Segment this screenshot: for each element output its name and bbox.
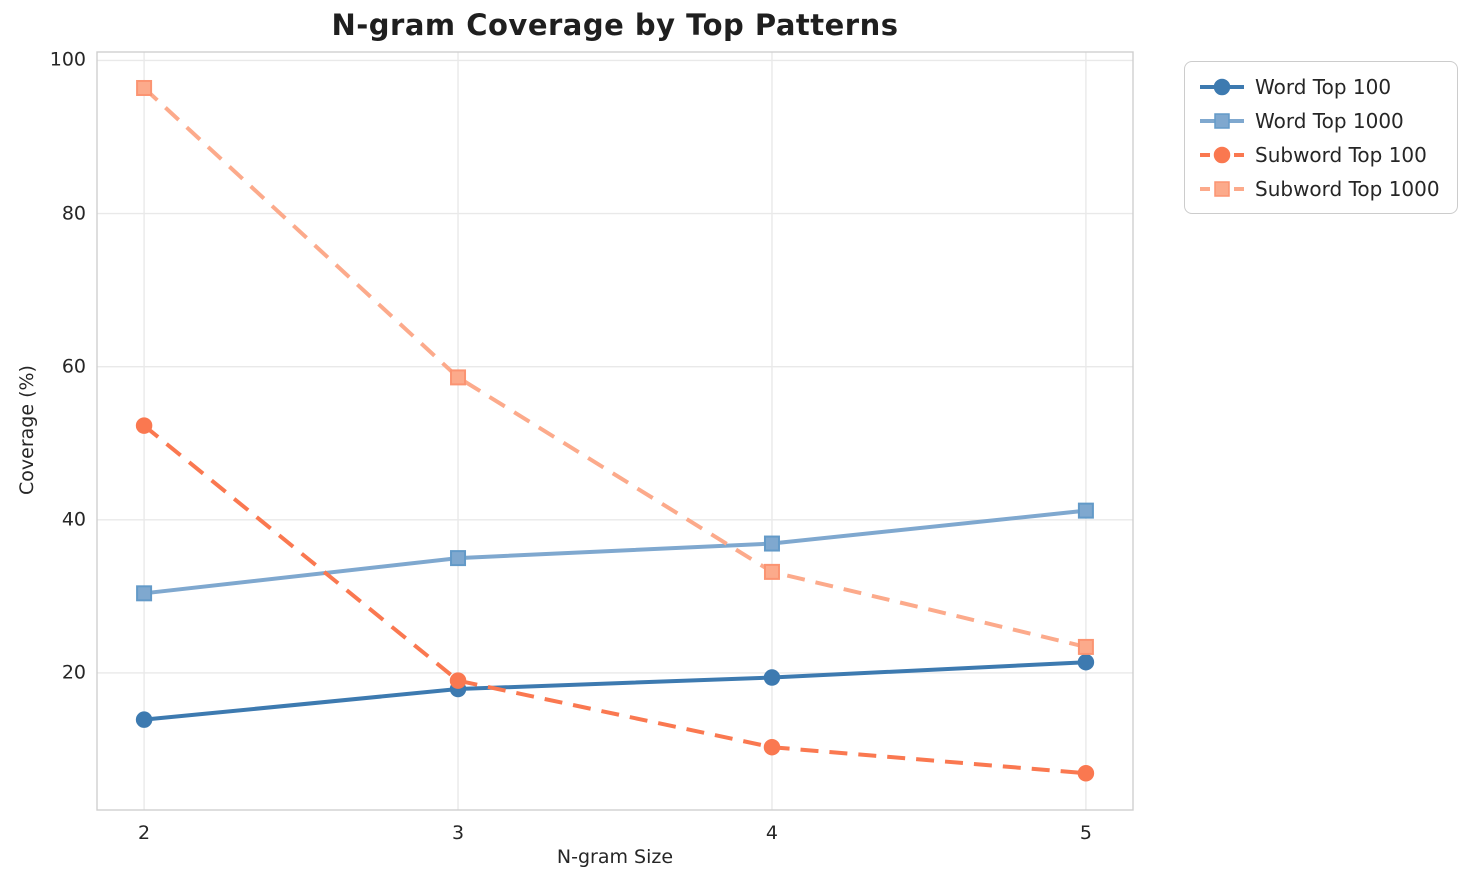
legend-label: Word Top 100 bbox=[1255, 74, 1392, 99]
series-line-3 bbox=[142, 86, 1087, 649]
y-axis-label: Coverage (%) bbox=[16, 365, 38, 495]
data-point-marker bbox=[449, 672, 467, 689]
legend: Word Top 100 Word Top 1000 Subword Top 100… bbox=[1184, 61, 1458, 214]
data-point-marker bbox=[1077, 653, 1095, 671]
axes-frame bbox=[96, 51, 1134, 811]
x-tick-label: 2 bbox=[138, 822, 151, 844]
data-point-marker bbox=[450, 369, 467, 386]
legend-item-3: Subword Top 1000 bbox=[1199, 175, 1443, 202]
series-line-2 bbox=[142, 424, 1087, 776]
data-point-marker bbox=[135, 417, 153, 434]
y-tick-label: 100 bbox=[49, 48, 86, 71]
chart-title: N-gram Coverage by Top Patterns bbox=[331, 8, 899, 42]
y-tick-label: 40 bbox=[61, 508, 86, 531]
data-point-marker bbox=[135, 711, 153, 728]
plot-background bbox=[97, 52, 1133, 810]
data-point-marker bbox=[136, 79, 153, 96]
y-tick-label: 20 bbox=[61, 661, 86, 684]
data-point-marker bbox=[763, 669, 781, 686]
y-tick-label: 80 bbox=[61, 202, 86, 225]
data-point-marker bbox=[1077, 638, 1094, 655]
x-tick-label: 4 bbox=[765, 822, 779, 844]
series-line-0 bbox=[143, 660, 1087, 722]
legend-marker-circle-icon bbox=[1200, 146, 1244, 163]
data-point-marker bbox=[136, 585, 153, 602]
data-point-marker bbox=[1077, 764, 1095, 782]
x-tick-label: 3 bbox=[451, 822, 465, 844]
data-point-marker bbox=[763, 535, 780, 552]
data-point-marker bbox=[1077, 502, 1094, 519]
y-tick-label: 60 bbox=[61, 355, 86, 378]
legend-item-2: Subword Top 100 bbox=[1199, 141, 1443, 168]
series-line-1 bbox=[143, 508, 1087, 596]
legend-label: Word Top 1000 bbox=[1255, 108, 1404, 133]
legend-item-0: Word Top 100 bbox=[1199, 73, 1443, 100]
legend-marker-square-icon bbox=[1200, 112, 1244, 129]
data-point-marker bbox=[763, 563, 780, 580]
data-point-marker bbox=[763, 738, 781, 756]
x-tick-label: 5 bbox=[1079, 822, 1092, 844]
legend-label: Subword Top 100 bbox=[1255, 142, 1427, 167]
legend-marker-circle-icon bbox=[1200, 78, 1244, 95]
legend-item-1: Word Top 1000 bbox=[1199, 107, 1443, 134]
legend-label: Subword Top 1000 bbox=[1255, 176, 1440, 201]
legend-marker-square-icon bbox=[1200, 180, 1244, 197]
x-axis-label: N-gram Size bbox=[556, 846, 674, 868]
data-point-marker bbox=[450, 550, 467, 567]
